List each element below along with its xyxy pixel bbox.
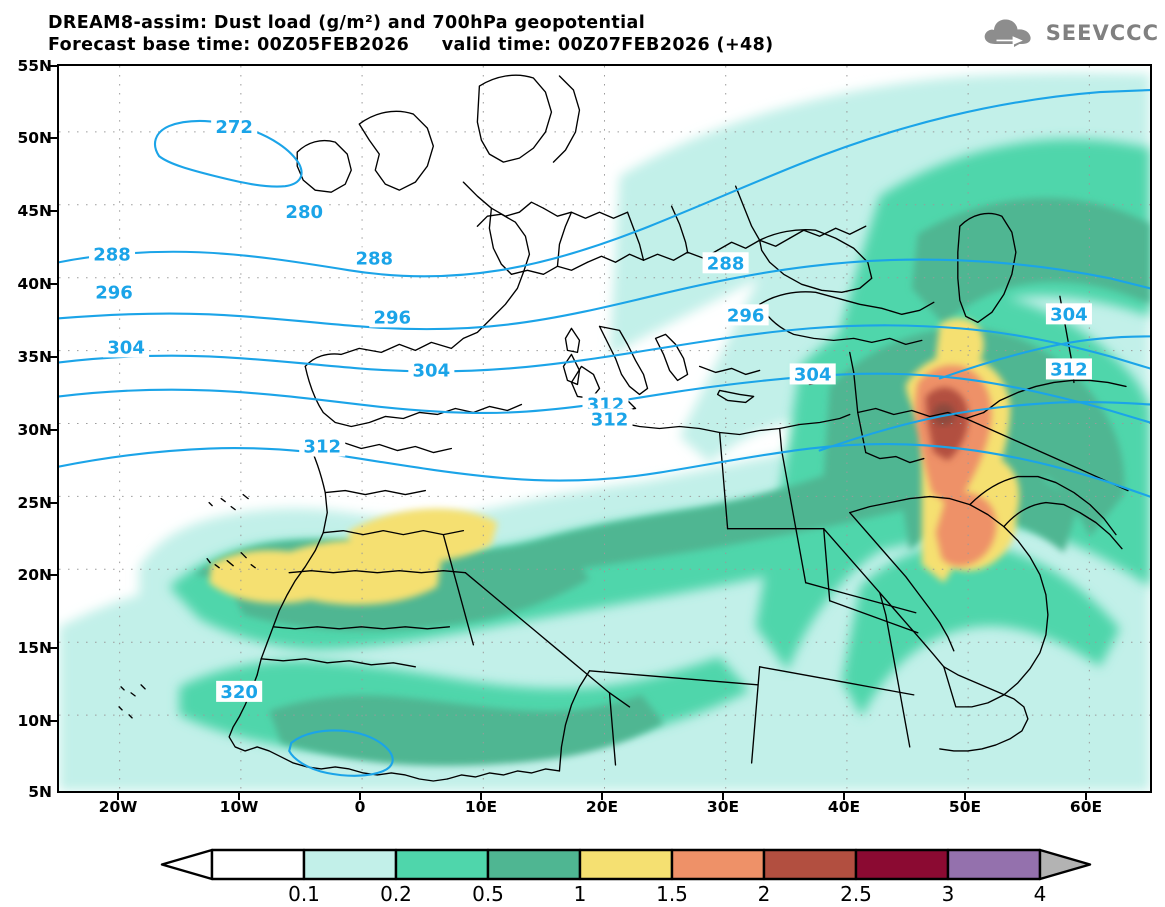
svg-text:312: 312: [1050, 359, 1088, 380]
svg-text:288: 288: [707, 253, 745, 274]
lon-label: 30E: [706, 798, 740, 816]
lat-label: 45N: [17, 202, 52, 220]
lat-label: 25N: [17, 494, 52, 512]
cb-tick-label: 0.2: [380, 882, 412, 906]
svg-text:280: 280: [285, 202, 323, 223]
cb-tick-label: 3: [941, 882, 955, 906]
header: DREAM8-assim: Dust load (g/m²) and 700hP…: [0, 0, 1165, 62]
coastlines: [118, 74, 1129, 782]
cb-swatch-1: [302, 848, 398, 881]
cb-swatch-2: [394, 848, 490, 881]
lon-label: 10E: [464, 798, 498, 816]
colorbar-tail: [1005, 848, 1165, 881]
lon-label: 20W: [98, 798, 138, 816]
svg-text:304: 304: [107, 337, 145, 358]
cb-swatch-6: [762, 848, 858, 881]
cb-tick-label: 1: [573, 882, 587, 906]
svg-text:296: 296: [727, 305, 765, 326]
lat-label: 5N: [28, 783, 52, 801]
svg-text:320: 320: [220, 682, 258, 703]
colorbar: [160, 848, 1092, 881]
lat-label: 20N: [17, 566, 52, 584]
lat-label: 35N: [17, 348, 52, 366]
lon-label: 50E: [948, 798, 982, 816]
svg-text:296: 296: [95, 282, 133, 303]
lon-label: 40E: [827, 798, 861, 816]
svg-text:304: 304: [794, 364, 832, 385]
geopotential-contours: [59, 88, 1150, 777]
contour-labels: 272 280 288 288 288 296 296 296 304 304 …: [89, 116, 1092, 703]
chart-title: DREAM8-assim: Dust load (g/m²) and 700hP…: [48, 13, 646, 33]
cloud-arrow-icon: [984, 19, 1031, 47]
svg-text:304: 304: [1050, 304, 1088, 325]
dust-band-2_5: [932, 403, 955, 426]
svg-text:304: 304: [413, 360, 451, 381]
cb-swatch-3: [486, 848, 582, 881]
svg-text:272: 272: [215, 117, 253, 138]
lat-label: 10N: [17, 712, 52, 730]
cb-swatch-4: [578, 848, 674, 881]
colorbar-svg: [160, 848, 1092, 881]
lat-label: 55N: [17, 57, 52, 75]
cb-tick-label: 0.5: [472, 882, 504, 906]
cb-tick-label: 0.1: [288, 882, 320, 906]
cb-swatch-7: [854, 848, 950, 881]
title-block: DREAM8-assim: Dust load (g/m²) and 700hP…: [48, 12, 774, 56]
cb-tick-label: 4: [1033, 882, 1047, 906]
svg-text:312: 312: [303, 437, 341, 458]
lon-label: 20E: [585, 798, 619, 816]
seevccc-logo: SEEVCCC: [981, 14, 1159, 52]
lon-label: 10W: [219, 798, 259, 816]
chart-subtitle: Forecast base time: 00Z05FEB2026 valid t…: [48, 35, 774, 55]
lat-label: 40N: [17, 275, 52, 293]
map-plot-area: 272 280 288 288 288 296 296 296 304 304 …: [57, 64, 1152, 793]
cb-swatch-0: [210, 848, 306, 881]
lon-label: 0: [354, 798, 366, 816]
svg-text:312: 312: [591, 409, 629, 430]
logo-text: SEEVCCC: [1045, 21, 1159, 45]
svg-text:288: 288: [93, 244, 131, 265]
cb-swatch-under: [160, 848, 214, 881]
svg-text:296: 296: [374, 307, 412, 328]
lon-label: 60E: [1069, 798, 1103, 816]
svg-text:288: 288: [355, 248, 393, 269]
map-gridlines: [59, 66, 1150, 791]
cb-tick-label: 2: [757, 882, 771, 906]
lat-label: 50N: [17, 129, 52, 147]
map-canvas: 272 280 288 288 288 296 296 296 304 304 …: [59, 66, 1150, 791]
cb-swatch-5: [670, 848, 766, 881]
cb-tick-label: 2.5: [840, 882, 872, 906]
cb-swatch-over: [1038, 848, 1092, 881]
lat-label: 15N: [17, 639, 52, 657]
lat-label: 30N: [17, 421, 52, 439]
cb-tick-label: 1.5: [656, 882, 688, 906]
